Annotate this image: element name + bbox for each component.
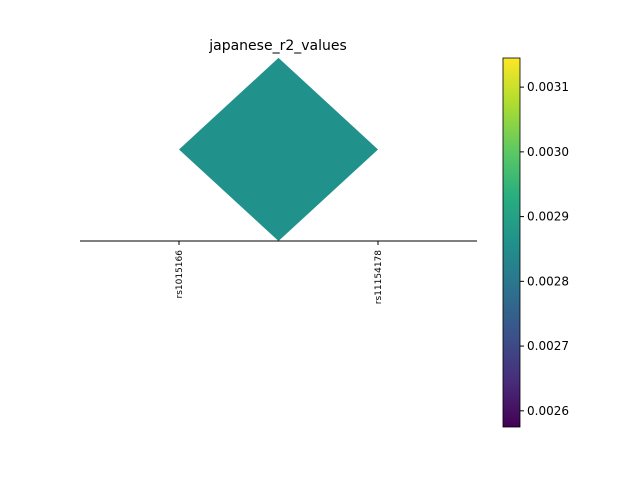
colorbar: 0.0026 0.0027 0.0028 0.0029 0.0030 0.0031 [502,57,569,428]
x-axis-ticks: rs1015166 rs11154178 [175,241,384,304]
colorbar-frame [502,57,521,428]
colorbar-ticks: 0.0026 0.0027 0.0028 0.0029 0.0030 0.0031 [520,80,569,418]
colorbar-gradient [503,58,520,427]
heatmap-cell [179,57,378,241]
colorbar-tick-label: 0.0030 [527,145,569,159]
x-tick-label: rs11154178 [374,250,384,304]
chart-title: japanese_r2_values [208,38,347,54]
colorbar-tick-label: 0.0026 [527,404,569,418]
colorbar-tick-label: 0.0027 [527,339,569,353]
colorbar-tick-label: 0.0031 [527,80,569,94]
colorbar-tick-label: 0.0028 [527,274,569,288]
x-tick-label: rs1015166 [175,250,185,299]
heatmap-cells [179,57,378,241]
colorbar-tick-label: 0.0029 [527,210,569,224]
